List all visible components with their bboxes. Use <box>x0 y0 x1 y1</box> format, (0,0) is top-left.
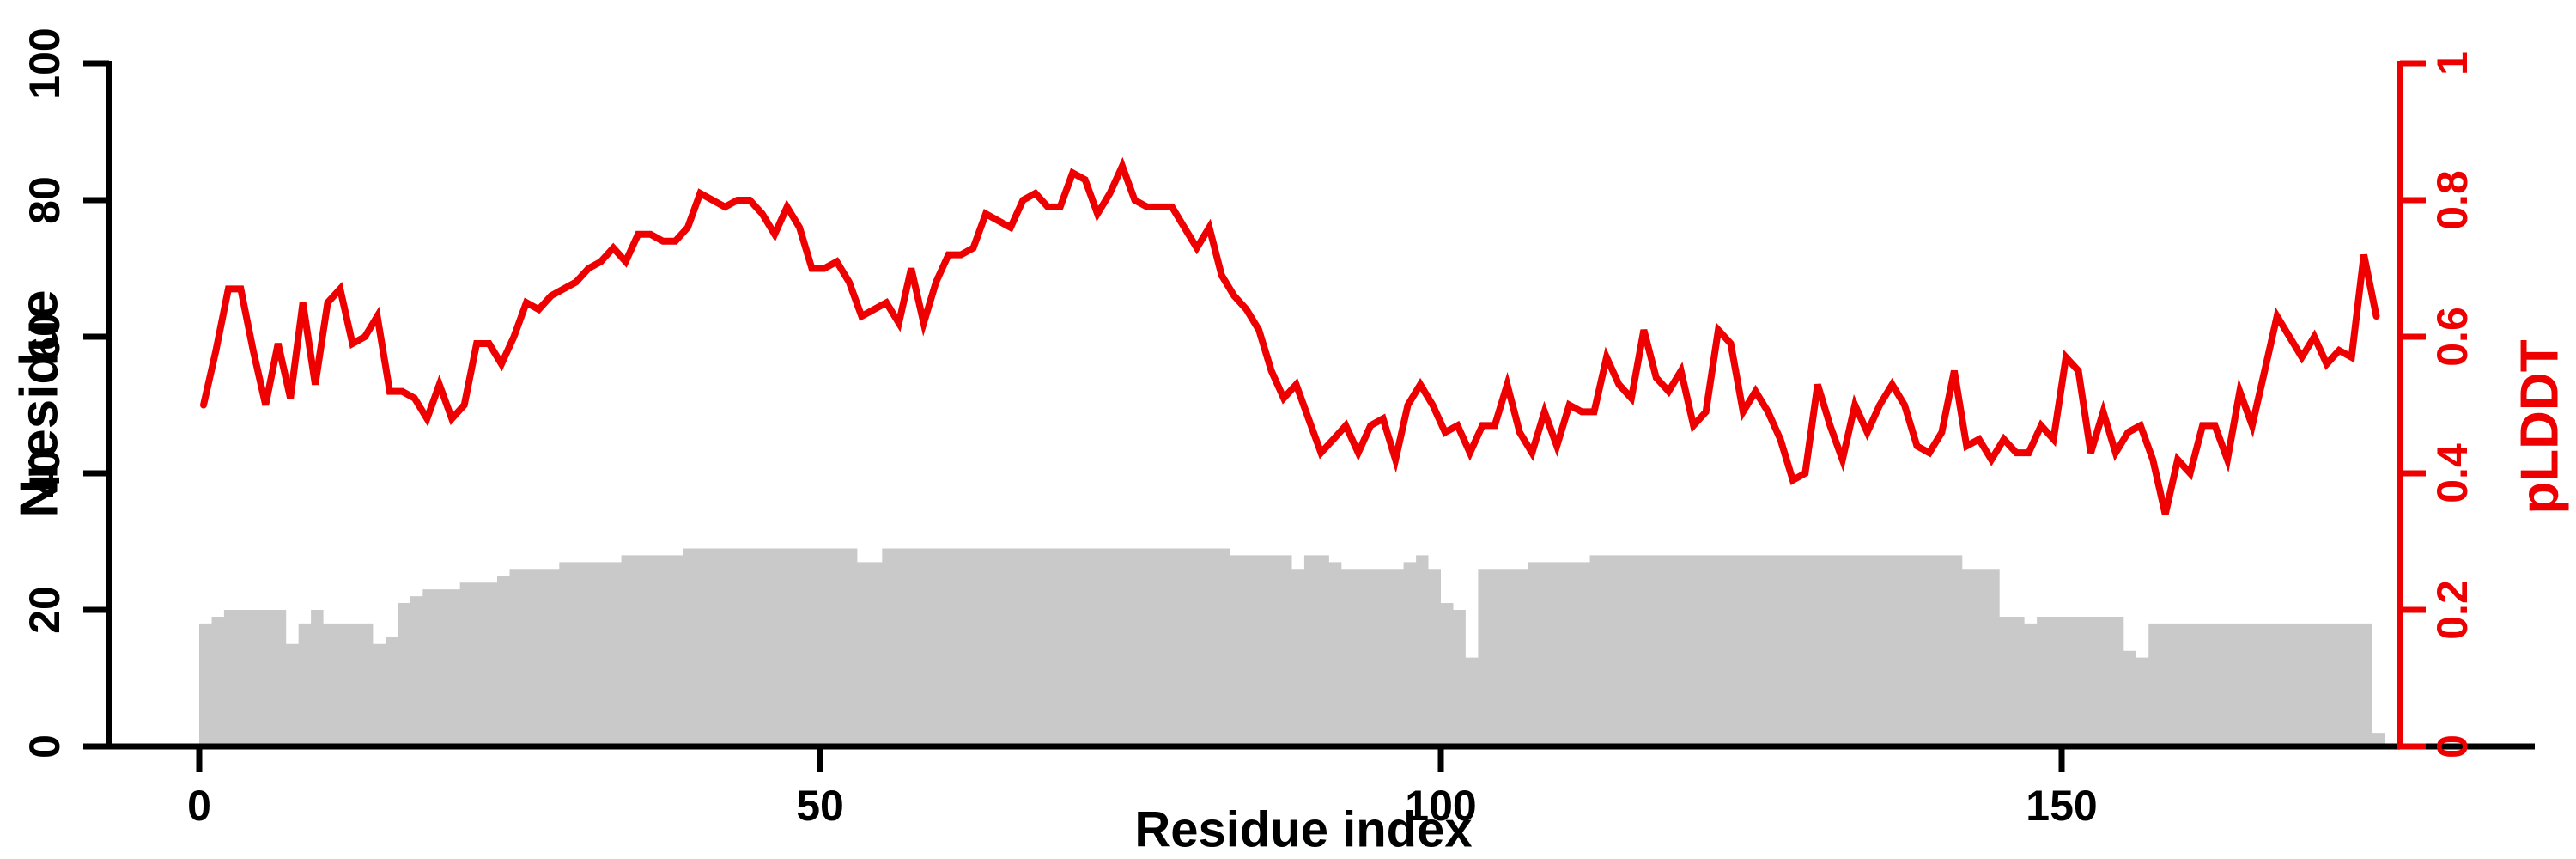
right-axis-tick-label: 1 <box>2428 52 2476 76</box>
x-axis-tick-label: 0 <box>187 782 211 830</box>
right-axis-tick-label: 0.4 <box>2428 443 2476 503</box>
left-axis-tick-label: 100 <box>21 27 69 99</box>
plddt-line <box>200 156 2380 515</box>
right-axis-tick-label: 0.8 <box>2428 170 2476 230</box>
right-axis-tick-label: 0 <box>2428 734 2476 758</box>
left-axis-tick-label: 0 <box>21 734 69 758</box>
x-axis-title: Residue index <box>1134 801 1473 858</box>
right-axis-tick-label: 0.6 <box>2428 307 2476 367</box>
left-axis-tick-label: 40 <box>21 449 69 497</box>
x-axis-tick-label: 50 <box>796 782 844 830</box>
left-axis-title: Nresidue <box>9 289 70 518</box>
right-axis-title: pLDDT <box>2510 339 2570 515</box>
x-axis-tick-label: 150 <box>2026 782 2097 830</box>
x-axis-tick-label: 100 <box>1405 782 1476 830</box>
left-axis-tick-label: 80 <box>21 176 69 224</box>
nresidue-bars <box>199 548 2385 746</box>
left-axis-tick-label: 60 <box>21 313 69 361</box>
right-axis-tick-label: 0.2 <box>2428 580 2476 640</box>
left-axis-tick-label: 20 <box>21 586 69 634</box>
